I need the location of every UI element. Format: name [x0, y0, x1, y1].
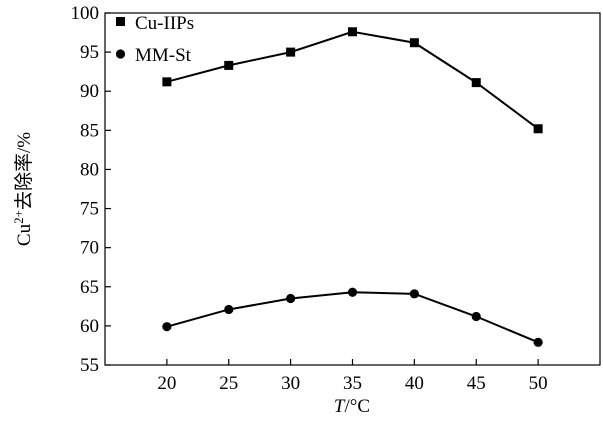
data-point-mm-st — [347, 287, 358, 297]
data-point-mm-st — [471, 311, 481, 322]
legend-label-cu-iips: Cu-IIPs — [135, 13, 194, 34]
series-line-cu-iips — [166, 30, 539, 130]
y-tick-label: 85 — [80, 120, 99, 141]
x-axis-title: T/°C — [334, 396, 370, 417]
data-point-mm-st — [286, 293, 296, 304]
data-point-cu-iips — [409, 38, 419, 48]
x-tick-label: 50 — [529, 373, 548, 394]
data-point-mm-st — [224, 304, 234, 315]
y-tick-label: 55 — [80, 355, 99, 376]
x-tick-label: 45 — [467, 373, 486, 394]
data-point-cu-iips — [224, 60, 234, 70]
y-axis-title: Cu2+去除率/% — [11, 132, 35, 246]
y-tick-label: 95 — [80, 42, 99, 63]
y-tick-label: 100 — [71, 3, 100, 24]
data-point-cu-iips — [162, 77, 172, 87]
y-tick-label: 65 — [80, 277, 99, 298]
data-point-mm-st — [533, 337, 543, 347]
y-tick-label: 80 — [80, 159, 99, 180]
data-point-cu-iips — [533, 124, 543, 134]
legend-marker-cu-iips — [116, 17, 125, 26]
y-axis: 55 60 65 70 75 80 85 90 95 100 — [71, 3, 111, 376]
legend-marker-mm-st — [115, 49, 126, 59]
data-point-mm-st — [162, 322, 172, 332]
data-point-cu-iips — [286, 47, 296, 57]
series-layer — [162, 27, 543, 347]
legend-label-mm-st: MM-St — [135, 45, 192, 66]
legend: Cu-IIPs MM-St — [115, 13, 194, 66]
y-tick-label: 60 — [80, 316, 99, 337]
x-tick-label: 30 — [281, 373, 300, 394]
x-tick-label: 40 — [405, 373, 424, 394]
data-point-cu-iips — [348, 27, 357, 37]
data-point-mm-st — [409, 289, 419, 299]
x-tick-label: 25 — [219, 373, 238, 394]
x-axis: 20 25 30 35 40 45 50 — [157, 359, 548, 394]
data-point-cu-iips — [471, 78, 481, 88]
x-tick-label: 20 — [157, 373, 176, 394]
series-line-mm-st — [166, 291, 539, 344]
y-tick-label: 90 — [80, 81, 99, 102]
y-tick-label: 70 — [80, 238, 99, 259]
x-tick-label: 35 — [343, 373, 362, 394]
y-tick-label: 75 — [80, 199, 99, 220]
